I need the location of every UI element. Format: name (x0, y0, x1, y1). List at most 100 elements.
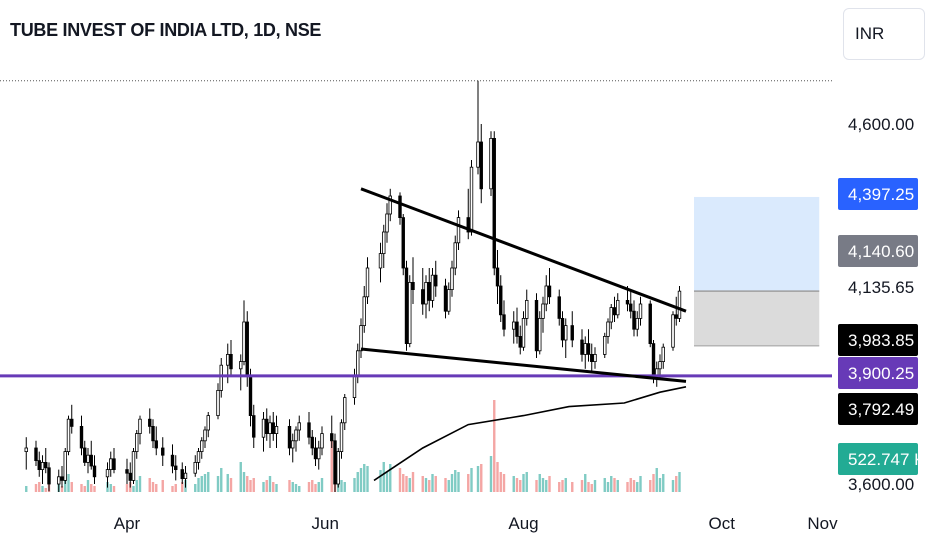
candle[interactable] (261, 412, 266, 452)
candle[interactable] (265, 408, 269, 441)
candle[interactable] (499, 275, 503, 322)
candle[interactable] (365, 257, 370, 304)
candle[interactable] (534, 293, 539, 358)
candle[interactable] (606, 318, 610, 344)
candle[interactable] (274, 415, 279, 448)
candle[interactable] (430, 268, 435, 308)
candle[interactable] (502, 300, 506, 337)
candle[interactable] (343, 394, 347, 430)
candle[interactable] (313, 437, 318, 466)
candle[interactable] (638, 296, 643, 326)
candle[interactable] (398, 192, 402, 225)
candle[interactable] (44, 448, 48, 474)
candle[interactable] (320, 426, 324, 456)
candle[interactable] (616, 293, 620, 319)
candle[interactable] (105, 462, 110, 488)
candle[interactable] (515, 307, 519, 344)
candle[interactable] (518, 325, 522, 355)
candle[interactable] (609, 304, 613, 330)
candle[interactable] (593, 347, 597, 369)
candle[interactable] (521, 311, 526, 351)
candle[interactable] (677, 286, 682, 322)
candle[interactable] (580, 329, 584, 362)
candle[interactable] (216, 383, 220, 420)
candle[interactable] (525, 289, 529, 326)
candle[interactable] (564, 318, 568, 358)
candle[interactable] (385, 203, 389, 243)
candle[interactable] (70, 404, 74, 434)
candle[interactable] (112, 448, 116, 474)
candle[interactable] (271, 412, 275, 441)
candle[interactable] (89, 440, 93, 470)
candle[interactable] (154, 426, 158, 456)
candle[interactable] (183, 466, 188, 488)
candle[interactable] (242, 300, 246, 366)
candle[interactable] (447, 282, 451, 315)
candle[interactable] (34, 440, 38, 466)
candle[interactable] (401, 214, 405, 276)
candle[interactable] (37, 451, 41, 477)
candle[interactable] (135, 430, 139, 459)
candle[interactable] (151, 419, 155, 448)
candle[interactable] (131, 448, 136, 484)
candle[interactable] (456, 210, 461, 250)
candle[interactable] (219, 358, 223, 398)
candle[interactable] (434, 260, 438, 297)
candle[interactable] (79, 415, 84, 456)
candle[interactable] (297, 415, 301, 441)
candle[interactable] (495, 250, 500, 304)
candle[interactable] (248, 368, 253, 427)
candle[interactable] (291, 433, 295, 463)
candle[interactable] (339, 419, 344, 459)
candle[interactable] (404, 260, 409, 351)
candle[interactable] (424, 275, 428, 319)
candle[interactable] (411, 257, 415, 304)
candle[interactable] (489, 131, 493, 196)
candle[interactable] (590, 343, 594, 373)
candle[interactable] (408, 275, 412, 348)
currency-button[interactable]: INR (843, 8, 925, 60)
candle[interactable] (109, 451, 113, 477)
plot-area[interactable] (0, 80, 832, 495)
candle[interactable] (203, 426, 207, 448)
candle[interactable] (138, 415, 142, 445)
candle[interactable] (674, 296, 678, 326)
candle[interactable] (466, 188, 470, 240)
candle[interactable] (229, 340, 233, 376)
candle[interactable] (161, 437, 165, 466)
candle[interactable] (66, 415, 71, 456)
candle[interactable] (307, 412, 311, 445)
candle[interactable] (330, 415, 334, 448)
candle[interactable] (544, 275, 548, 312)
candle[interactable] (92, 455, 97, 484)
candle[interactable] (193, 455, 197, 477)
candle[interactable] (469, 160, 474, 236)
candle[interactable] (629, 289, 633, 319)
candle[interactable] (382, 224, 386, 268)
candle[interactable] (492, 131, 496, 276)
candle[interactable] (63, 448, 67, 484)
candle[interactable] (317, 440, 321, 470)
candle[interactable] (586, 329, 591, 362)
candle[interactable] (336, 448, 340, 488)
candle[interactable] (83, 440, 87, 466)
candle[interactable] (512, 311, 516, 344)
candle[interactable] (583, 336, 587, 369)
candle[interactable] (635, 311, 639, 337)
candle[interactable] (310, 430, 314, 456)
candle[interactable] (180, 462, 184, 484)
candle[interactable] (196, 448, 201, 470)
candle[interactable] (200, 437, 204, 459)
candle[interactable] (560, 311, 565, 348)
candle[interactable] (287, 419, 292, 456)
candle[interactable] (388, 188, 392, 222)
candle[interactable] (427, 268, 431, 312)
candle[interactable] (239, 354, 243, 391)
candle[interactable] (252, 404, 256, 448)
candle[interactable] (570, 311, 574, 348)
candle[interactable] (655, 361, 659, 387)
candle[interactable] (603, 332, 607, 358)
candle[interactable] (47, 462, 51, 492)
candle[interactable] (174, 455, 178, 481)
